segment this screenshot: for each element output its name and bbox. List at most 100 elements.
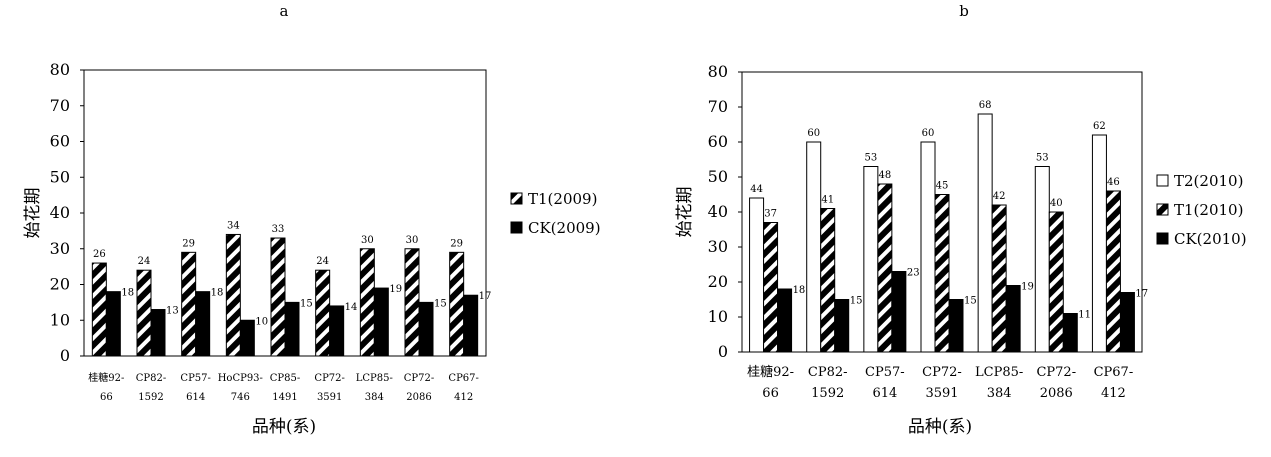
chart-b-bar xyxy=(1048,211,1064,353)
chart-b-bar xyxy=(1034,166,1050,353)
chart-b-legend-swatch xyxy=(1156,174,1169,187)
chart-a-bar xyxy=(150,309,166,357)
chart-b-xtick-label: CP72- xyxy=(1036,365,1076,380)
chart-a-data-label: 26 xyxy=(93,249,106,260)
chart-b-data-label: 53 xyxy=(1036,153,1049,164)
chart-a-ytick-label: 40 xyxy=(50,203,70,222)
chart-a-ytick-label: 0 xyxy=(60,346,70,365)
chart-b-ytick-label: 60 xyxy=(708,132,728,151)
chart-a-data-label: 15 xyxy=(300,298,313,309)
chart-a-bar xyxy=(373,287,389,357)
chart-b-bar xyxy=(749,197,765,353)
chart-a-data-label: 33 xyxy=(272,224,285,235)
chart-a-xtick-label: HoCP93- xyxy=(218,373,263,384)
chart-a-xtick-label: 1491 xyxy=(272,392,297,403)
chart-a-data-label: 10 xyxy=(255,316,268,327)
chart-b-data-label: 42 xyxy=(993,191,1006,202)
chart-a-bar xyxy=(284,301,300,357)
chart-b-bar xyxy=(991,204,1007,353)
chart-b-data-label: 60 xyxy=(807,128,820,139)
chart-b-bar xyxy=(948,299,964,353)
chart-a-xtick-label: 2086 xyxy=(406,392,431,403)
chart-a-bar xyxy=(418,301,434,357)
chart-a-bar xyxy=(239,319,255,357)
chart-a-data-label: 18 xyxy=(121,288,134,299)
chart-a-x-axis-title: 品种(系) xyxy=(252,417,316,437)
chart-b-xtick-label: 3591 xyxy=(925,386,958,401)
chart-a-bar xyxy=(404,248,420,357)
chart-b-panel-label: b xyxy=(959,2,969,20)
chart-a-legend-label: T1(2009) xyxy=(528,190,597,208)
chart-a-data-label: 29 xyxy=(450,238,463,249)
chart-b-bar xyxy=(934,194,950,353)
chart-b-x-axis-title: 品种(系) xyxy=(908,417,972,437)
chart-b-xtick-label: CP57- xyxy=(865,365,905,380)
chart-a-xtick-label: LCP85- xyxy=(356,373,393,384)
chart-a-data-label: 30 xyxy=(406,235,419,246)
chart-a-xtick-label: 746 xyxy=(231,392,250,403)
chart-a-xtick-label: 66 xyxy=(100,392,113,403)
chart-a-xtick-label: 614 xyxy=(186,392,205,403)
chart-a-data-label: 24 xyxy=(138,256,151,267)
chart-a-data-label: 34 xyxy=(227,220,240,231)
chart-a-xtick-label: 412 xyxy=(454,392,473,403)
chart-b-bar xyxy=(820,208,836,353)
chart-a-xtick-label: CP82- xyxy=(136,373,166,384)
chart-a-data-label: 30 xyxy=(361,235,374,246)
chart-a-bar xyxy=(449,251,465,357)
chart-a-ytick-label: 80 xyxy=(50,60,70,79)
chart-a-data-label: 18 xyxy=(211,288,224,299)
chart-b-bar xyxy=(1005,285,1021,353)
chart-a-data-label: 15 xyxy=(434,298,447,309)
chart-a-legend-swatch xyxy=(510,192,523,205)
chart-b-ytick-label: 50 xyxy=(708,167,728,186)
chart-b-legend-label: CK(2010) xyxy=(1174,230,1247,248)
chart-b-ytick-label: 40 xyxy=(708,202,728,221)
chart-b-bar xyxy=(1062,313,1078,353)
chart-b-data-label: 15 xyxy=(850,296,863,307)
chart-a-xtick-label: CP57- xyxy=(180,373,210,384)
chart-b-xtick-label: CP72- xyxy=(922,365,962,380)
chart-b-bar xyxy=(891,271,907,353)
chart-b-data-label: 62 xyxy=(1093,121,1106,132)
chart-b-y-axis-title: 始花期 xyxy=(675,187,695,238)
chart-b-data-label: 53 xyxy=(864,153,877,164)
chart-b-ytick-label: 10 xyxy=(708,307,728,326)
chart-b-data-label: 17 xyxy=(1135,289,1148,300)
chart-b-ytick-label: 70 xyxy=(708,97,728,116)
chart-a-legend-label: CK(2009) xyxy=(528,219,601,237)
chart-b-data-label: 11 xyxy=(1078,310,1091,321)
chart-b-legend-label: T1(2010) xyxy=(1174,201,1243,219)
chart-a-xtick-label: CP85- xyxy=(270,373,300,384)
chart-b-ytick-label: 30 xyxy=(708,237,728,256)
chart-a-data-label: 29 xyxy=(182,238,195,249)
chart-b-bar xyxy=(1091,134,1107,353)
chart-b-legend-label: T2(2010) xyxy=(1174,172,1243,190)
chart-b-data-label: 41 xyxy=(821,195,834,206)
chart-b-data-label: 45 xyxy=(936,181,949,192)
chart-b-xtick-label: 1592 xyxy=(811,386,844,401)
chart-b-bar xyxy=(834,299,850,353)
chart-b-bars: 4437186041155348236045156842195340116246… xyxy=(749,100,1148,353)
chart-a-ytick-label: 50 xyxy=(50,167,70,186)
chart-b-legend-swatch xyxy=(1156,203,1169,216)
chart-b-bar xyxy=(777,288,793,353)
chart-a-xtick-label: 1592 xyxy=(138,392,163,403)
chart-a-ytick-label: 20 xyxy=(50,275,70,294)
chart-b-data-label: 48 xyxy=(878,170,891,181)
chart-a-xtick-label: CP72- xyxy=(404,373,434,384)
chart-a-data-label: 17 xyxy=(479,291,492,302)
chart-b-ytick-label: 0 xyxy=(718,342,728,361)
chart-a-data-label: 14 xyxy=(345,302,358,313)
chart-a-bar xyxy=(195,291,211,357)
chart-b-legend-swatch xyxy=(1156,232,1169,245)
chart-b-xtick-label: LCP85- xyxy=(975,365,1023,380)
chart-b-data-label: 44 xyxy=(750,184,763,195)
chart-b-bar xyxy=(877,183,893,353)
chart-b-xtick-label: 412 xyxy=(1101,386,1126,401)
chart-a-bar xyxy=(225,233,241,357)
chart-a: a 0 10 20 30 40 50 60 70 80 26 18 24 13 29 18 34 10 33 15… xyxy=(23,2,601,437)
chart-b-xtick-label: CP67- xyxy=(1094,365,1134,380)
